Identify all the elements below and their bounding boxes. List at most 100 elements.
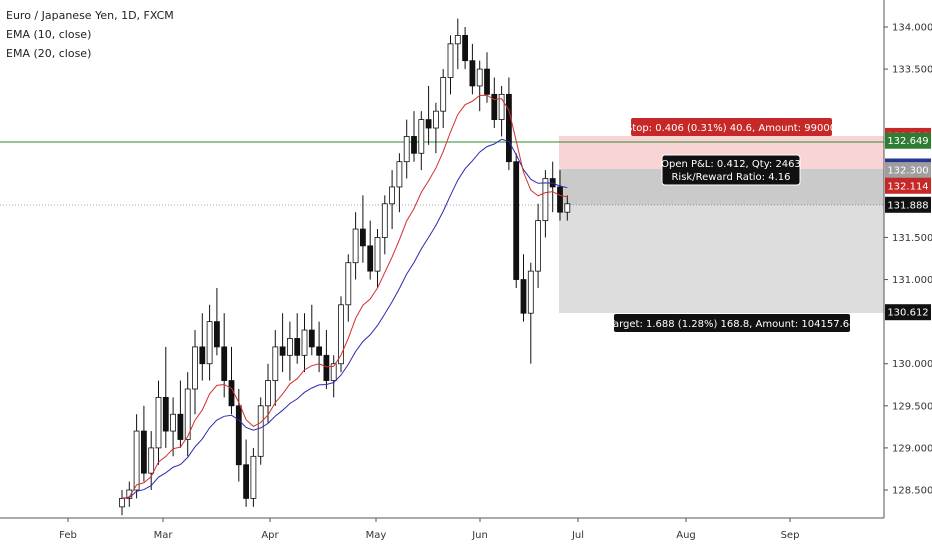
candle [425, 85, 432, 145]
time-tick: Feb [59, 518, 77, 541]
candle [549, 161, 556, 213]
svg-text:132.114: 132.114 [887, 181, 928, 192]
candle [140, 405, 147, 482]
candle [330, 355, 337, 398]
price-tick: 132.649 [885, 132, 931, 149]
candle [119, 490, 125, 516]
ema20-legend[interactable]: EMA (20, close) [6, 47, 92, 60]
svg-text:Mar: Mar [154, 530, 174, 541]
candle [367, 220, 374, 280]
svg-text:Feb: Feb [59, 530, 77, 541]
target-label: Target: 1.688 (1.28%) 168.8, Amount: 104… [608, 314, 856, 332]
candle [359, 195, 366, 263]
price-tick: 132.300 [885, 162, 931, 179]
ema10-line[interactable] [121, 94, 568, 499]
chart-legend: Euro / Japanese Yen, 1D, FXCM EMA (10, c… [6, 6, 174, 63]
pnl-line2: Risk/Reward Ratio: 4.16 [671, 172, 790, 183]
time-tick: Apr [261, 518, 280, 541]
candle [491, 77, 498, 129]
svg-text:Jul: Jul [571, 530, 584, 541]
candle [476, 60, 483, 112]
svg-text:Sep: Sep [781, 530, 800, 541]
candle [235, 388, 242, 482]
ema10-legend[interactable]: EMA (10, close) [6, 28, 92, 41]
candle [243, 439, 250, 507]
candle [308, 304, 315, 356]
candle [381, 195, 388, 255]
candle [170, 397, 177, 457]
candle [265, 363, 271, 423]
candle [199, 313, 206, 381]
candle [484, 52, 490, 103]
candle [228, 346, 235, 415]
svg-text:130.612: 130.612 [887, 308, 928, 319]
candle [454, 18, 461, 70]
time-tick: Jul [571, 518, 584, 541]
candle [279, 313, 286, 373]
svg-text:Jun: Jun [471, 530, 488, 541]
price-tick: 132.114 [885, 177, 931, 194]
svg-text:131.000: 131.000 [892, 275, 932, 286]
svg-text:129.500: 129.500 [892, 401, 932, 412]
price-tick: 131.888 [885, 196, 931, 213]
candle [294, 313, 301, 364]
candle [374, 229, 381, 288]
candle [418, 111, 425, 171]
price-tick: 131.500 [884, 233, 932, 244]
time-tick: Aug [676, 518, 696, 541]
candle [345, 254, 352, 322]
time-tick: Jun [471, 518, 488, 541]
svg-text:128.500: 128.500 [892, 486, 932, 497]
price-tick: 133.500 [884, 65, 932, 76]
target-zone[interactable] [559, 205, 884, 313]
candle [155, 380, 162, 465]
candle [126, 481, 133, 507]
time-tick: Mar [154, 518, 174, 541]
time-tick: May [366, 518, 386, 541]
price-tick: 131.000 [884, 275, 932, 286]
candle [148, 431, 155, 490]
candle [257, 397, 264, 465]
svg-text:Apr: Apr [261, 530, 279, 541]
price-tick: 134.000 [884, 23, 932, 34]
stop-label-text: Stop: 0.406 (0.31%) 40.6, Amount: 99000 [626, 123, 836, 134]
candle [527, 262, 534, 364]
candle [462, 27, 469, 70]
candle [432, 102, 439, 154]
svg-text:130.000: 130.000 [892, 359, 932, 370]
time-axis[interactable]: Feb Mar Apr May Jun Jul Aug Sep [59, 518, 799, 541]
pnl-label: Open P&L: 0.412, Qty: 2463 Risk/Reward R… [661, 154, 801, 186]
candle [272, 330, 279, 406]
candle [498, 85, 505, 137]
candle [221, 313, 228, 398]
candle [184, 372, 191, 457]
pnl-line1: Open P&L: 0.412, Qty: 2463 [661, 159, 801, 170]
svg-text:132.649: 132.649 [887, 136, 928, 147]
candle [213, 287, 220, 356]
svg-text:131.888: 131.888 [887, 200, 928, 211]
candle [564, 195, 571, 221]
target-label-text: Target: 1.688 (1.28%) 168.8, Amount: 104… [608, 319, 856, 330]
svg-text:131.500: 131.500 [892, 233, 932, 244]
candles-group [119, 18, 571, 516]
price-axis[interactable]: 134.000133.500132.706132.649132.343132.3… [884, 23, 932, 497]
price-tick: 130.612 [885, 304, 931, 321]
candle [520, 254, 527, 322]
price-tick: 130.000 [884, 359, 932, 370]
price-tick: 128.500 [884, 486, 932, 497]
candle [411, 111, 417, 162]
ema20-line[interactable] [121, 138, 568, 499]
candle [542, 170, 549, 238]
stop-label: Stop: 0.406 (0.31%) 40.6, Amount: 99000 [626, 118, 836, 136]
candle [469, 43, 476, 95]
svg-text:133.500: 133.500 [892, 65, 932, 76]
svg-text:Aug: Aug [676, 530, 696, 541]
candle [352, 212, 359, 280]
price-tick: 129.000 [884, 443, 932, 454]
symbol-title[interactable]: Euro / Japanese Yen, 1D, FXCM [6, 9, 174, 22]
candle [323, 330, 330, 389]
candle [535, 203, 541, 288]
svg-text:132.300: 132.300 [887, 166, 928, 177]
candle [440, 69, 447, 129]
